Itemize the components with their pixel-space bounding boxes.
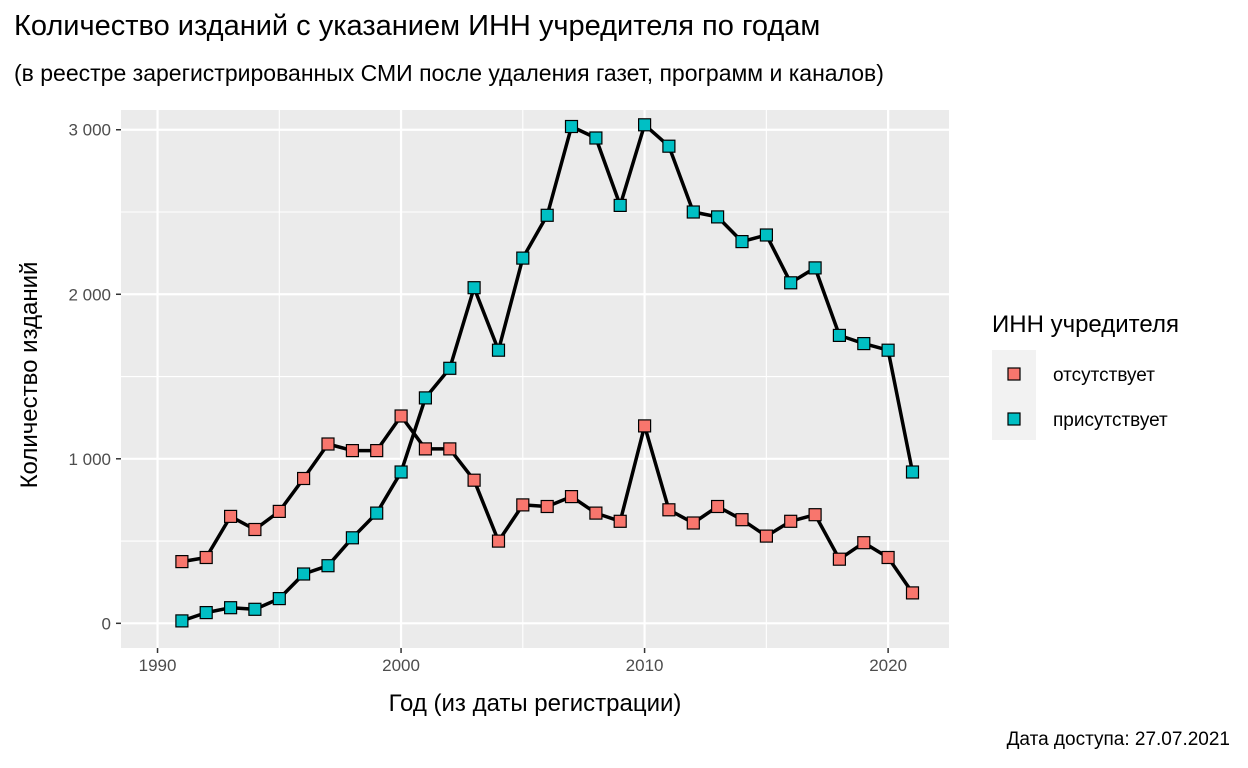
x-tick-label: 2020 — [869, 656, 907, 675]
data-point — [686, 205, 700, 219]
x-tick-label: 2000 — [382, 656, 420, 675]
data-point — [321, 559, 335, 573]
data-point — [857, 536, 871, 550]
plot-panel — [121, 110, 949, 648]
legend-label: отсутствует — [1053, 365, 1155, 386]
series-присутствует — [175, 118, 920, 628]
data-point — [564, 490, 579, 504]
data-point — [784, 514, 798, 528]
data-point — [370, 444, 384, 458]
x-axis: 1990 2000 2010 2020 — [139, 648, 907, 675]
x-axis-title: Год (из даты регистрации) — [389, 690, 682, 717]
data-point — [905, 586, 920, 600]
data-point — [443, 361, 457, 375]
chart-caption: Дата доступа: 27.07.2021 — [1006, 729, 1230, 750]
data-point — [589, 131, 603, 145]
data-point — [759, 529, 774, 543]
legend-swatch — [1007, 412, 1021, 426]
x-tick-label: 2010 — [626, 656, 664, 675]
data-point — [735, 235, 749, 249]
data-point — [467, 473, 481, 487]
data-point — [370, 506, 384, 520]
data-point — [418, 442, 432, 456]
data-point — [637, 118, 652, 132]
data-point — [297, 471, 311, 486]
y-tick-label: 3 000 — [68, 121, 111, 140]
data-point — [589, 506, 603, 520]
data-point — [345, 444, 359, 458]
y-tick-label: 0 — [102, 614, 111, 633]
data-point — [832, 328, 847, 342]
data-point — [637, 419, 652, 433]
data-point — [881, 343, 895, 357]
data-point — [199, 550, 213, 565]
data-point — [832, 552, 847, 566]
data-point — [686, 516, 700, 530]
y-axis-title: Количество изданий — [16, 262, 43, 489]
grid-minor — [121, 110, 949, 648]
data-point — [613, 198, 627, 212]
data-point — [394, 409, 408, 423]
legend-key-background — [992, 350, 1036, 440]
data-point — [272, 504, 286, 518]
series-layer — [175, 118, 920, 628]
data-point — [710, 499, 725, 514]
data-point — [443, 442, 457, 456]
data-point — [784, 276, 798, 290]
data-point — [613, 514, 627, 528]
series-отсутствует — [175, 409, 920, 600]
data-point — [516, 251, 530, 265]
data-point — [662, 139, 676, 153]
legend-label: присутствует — [1053, 410, 1168, 431]
data-point — [905, 465, 920, 479]
data-point — [491, 343, 506, 357]
legend-swatch — [1007, 367, 1021, 381]
data-point — [759, 228, 774, 242]
data-point — [418, 391, 432, 405]
data-point — [540, 208, 554, 222]
data-point — [272, 591, 286, 606]
y-tick-label: 2 000 — [68, 285, 111, 304]
grid-major — [121, 110, 949, 648]
data-point — [881, 550, 895, 565]
data-point — [394, 465, 408, 479]
y-axis: 0 1 000 2 000 3 000 — [68, 121, 121, 633]
legend: ИНН учредителя отсутствует присутствует — [992, 311, 1179, 440]
data-point — [662, 503, 676, 517]
y-tick-label: 1 000 — [68, 450, 111, 469]
data-point — [224, 509, 238, 523]
data-point — [175, 614, 189, 628]
chart-title: Количество изданий с указанием ИНН учред… — [14, 10, 821, 42]
x-tick-label: 1990 — [139, 656, 177, 675]
data-point — [224, 601, 238, 615]
data-point — [321, 437, 335, 451]
data-point — [345, 531, 359, 545]
data-point — [248, 602, 262, 616]
data-point — [540, 499, 554, 514]
data-point — [467, 281, 481, 295]
data-point — [491, 534, 506, 548]
data-point — [297, 567, 311, 581]
legend-items: отсутствует присутствует — [1007, 365, 1168, 431]
data-point — [516, 498, 530, 512]
data-point — [857, 337, 871, 351]
data-point — [248, 522, 262, 537]
data-point — [564, 119, 579, 134]
data-point — [199, 605, 213, 620]
data-point — [710, 210, 725, 224]
chart-subtitle: (в реестре зарегистрированных СМИ после … — [14, 60, 884, 86]
data-point — [175, 554, 189, 569]
data-point — [808, 508, 822, 522]
legend-title: ИНН учредителя — [992, 311, 1179, 338]
data-point — [735, 513, 749, 527]
data-point — [808, 261, 822, 275]
